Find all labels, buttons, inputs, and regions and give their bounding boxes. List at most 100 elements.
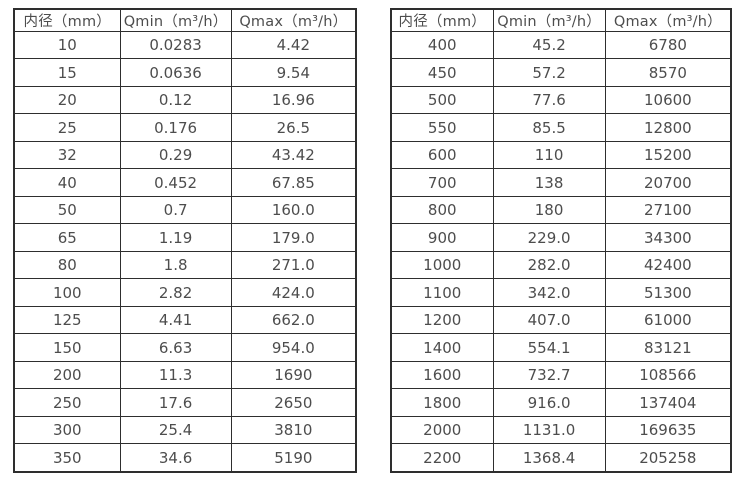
qmax-cell: 5190 [230, 443, 357, 473]
qmax-cell: 67.85 [230, 168, 357, 197]
diameter-cell: 600 [390, 140, 494, 170]
diameter-cell: 250 [13, 388, 121, 417]
diameter-cell: 2200 [390, 443, 494, 473]
diameter-cell: 1800 [390, 388, 494, 417]
qmax-cell: 954.0 [230, 333, 357, 362]
diameter-cell: 125 [13, 305, 121, 335]
table-header-row: 内径（mm） Qmin（m³/h） Qmax（m³/h） [390, 8, 732, 32]
qmax-cell: 16.96 [230, 85, 357, 115]
qmax-cell: 4.42 [230, 30, 357, 60]
diameter-cell: 900 [390, 223, 494, 252]
qmax-cell: 8570 [604, 58, 732, 87]
table-row: 125 4.41 662.0 [13, 305, 357, 335]
table-row: 1000 282.0 42400 [390, 250, 732, 280]
qmax-cell: 179.0 [230, 223, 357, 252]
qmin-cell: 1131.0 [492, 415, 606, 445]
qmin-cell: 45.2 [492, 30, 606, 60]
qmin-cell: 77.6 [492, 85, 606, 115]
qmax-cell: 42400 [604, 250, 732, 280]
table-row: 1100 342.0 51300 [390, 278, 732, 307]
qmin-header: Qmin（m³/h） [119, 8, 232, 32]
diameter-header: 内径（mm） [13, 8, 121, 32]
qmin-cell: 138 [492, 168, 606, 197]
table-row: 700 138 20700 [390, 168, 732, 197]
table-row: 32 0.29 43.42 [13, 140, 357, 170]
diameter-cell: 350 [13, 443, 121, 473]
qmax-cell: 1690 [230, 360, 357, 390]
diameter-cell: 1600 [390, 360, 494, 390]
qmin-cell: 342.0 [492, 278, 606, 307]
qmax-cell: 10600 [604, 85, 732, 115]
qmax-cell: 15200 [604, 140, 732, 170]
qmax-cell: 83121 [604, 333, 732, 362]
qmax-cell: 2650 [230, 388, 357, 417]
diameter-cell: 1200 [390, 305, 494, 335]
table-row: 1400 554.1 83121 [390, 333, 732, 362]
qmin-cell: 1368.4 [492, 443, 606, 473]
diameter-cell: 1100 [390, 278, 494, 307]
diameter-cell: 500 [390, 85, 494, 115]
qmin-cell: 34.6 [119, 443, 232, 473]
qmin-cell: 407.0 [492, 305, 606, 335]
flow-spec-tables-container: 内径（mm） Qmin（m³/h） Qmax（m³/h） 10 0.0283 4.42 15… [13, 8, 732, 473]
table-row: 500 77.6 10600 [390, 85, 732, 115]
table-row: 2200 1368.4 205258 [390, 443, 732, 473]
qmin-cell: 2.82 [119, 278, 232, 307]
qmin-header: Qmin（m³/h） [492, 8, 606, 32]
qmax-header: Qmax（m³/h） [230, 8, 357, 32]
table-row: 20 0.12 16.96 [13, 85, 357, 115]
qmin-cell: 0.0636 [119, 58, 232, 87]
qmax-cell: 20700 [604, 168, 732, 197]
diameter-cell: 550 [390, 113, 494, 142]
diameter-cell: 100 [13, 278, 121, 307]
qmax-cell: 662.0 [230, 305, 357, 335]
qmin-cell: 4.41 [119, 305, 232, 335]
diameter-cell: 40 [13, 168, 121, 197]
table-row: 600 110 15200 [390, 140, 732, 170]
qmin-cell: 0.452 [119, 168, 232, 197]
qmin-cell: 282.0 [492, 250, 606, 280]
diameter-cell: 15 [13, 58, 121, 87]
diameter-cell: 32 [13, 140, 121, 170]
table-row: 350 34.6 5190 [13, 443, 357, 473]
table-row: 25 0.176 26.5 [13, 113, 357, 142]
table-row: 15 0.0636 9.54 [13, 58, 357, 87]
flow-spec-table-right: 内径（mm） Qmin（m³/h） Qmax（m³/h） 400 45.2 6780 450… [390, 8, 732, 473]
diameter-cell: 25 [13, 113, 121, 142]
qmax-cell: 169635 [604, 415, 732, 445]
table-row: 10 0.0283 4.42 [13, 30, 357, 60]
table-row: 1600 732.7 108566 [390, 360, 732, 390]
table-row: 80 1.8 271.0 [13, 250, 357, 280]
table-row: 550 85.5 12800 [390, 113, 732, 142]
qmax-cell: 108566 [604, 360, 732, 390]
qmax-cell: 12800 [604, 113, 732, 142]
table-row: 100 2.82 424.0 [13, 278, 357, 307]
diameter-cell: 1400 [390, 333, 494, 362]
qmax-header: Qmax（m³/h） [604, 8, 732, 32]
qmax-cell: 271.0 [230, 250, 357, 280]
table-header-row: 内径（mm） Qmin（m³/h） Qmax（m³/h） [13, 8, 357, 32]
table-row: 200 11.3 1690 [13, 360, 357, 390]
diameter-header: 内径（mm） [390, 8, 494, 32]
qmax-cell: 61000 [604, 305, 732, 335]
qmin-cell: 57.2 [492, 58, 606, 87]
table-row: 1800 916.0 137404 [390, 388, 732, 417]
diameter-cell: 50 [13, 195, 121, 225]
diameter-cell: 1000 [390, 250, 494, 280]
qmin-cell: 17.6 [119, 388, 232, 417]
qmax-cell: 27100 [604, 195, 732, 225]
qmin-cell: 0.29 [119, 140, 232, 170]
qmin-cell: 11.3 [119, 360, 232, 390]
flow-spec-table-left: 内径（mm） Qmin（m³/h） Qmax（m³/h） 10 0.0283 4.42 15… [13, 8, 357, 473]
qmax-cell: 3810 [230, 415, 357, 445]
diameter-cell: 20 [13, 85, 121, 115]
qmin-cell: 0.7 [119, 195, 232, 225]
diameter-cell: 300 [13, 415, 121, 445]
diameter-cell: 80 [13, 250, 121, 280]
table-row: 50 0.7 160.0 [13, 195, 357, 225]
qmax-cell: 9.54 [230, 58, 357, 87]
table-row: 900 229.0 34300 [390, 223, 732, 252]
diameter-cell: 65 [13, 223, 121, 252]
diameter-cell: 200 [13, 360, 121, 390]
qmin-cell: 916.0 [492, 388, 606, 417]
